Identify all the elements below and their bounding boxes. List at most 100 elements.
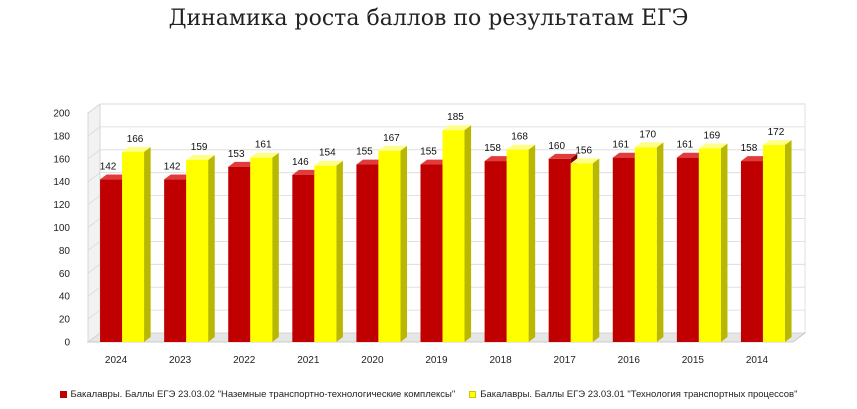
bar-series-2-side [464, 125, 472, 342]
bar-series-1-top [612, 152, 642, 158]
bar-series-1 [548, 158, 571, 342]
bars-layer [100, 125, 792, 342]
data-label-series-2: 168 [511, 132, 528, 143]
x-tick-label: 2018 [489, 355, 512, 366]
y-tick-label: 160 [53, 154, 70, 165]
y-tick-label: 180 [53, 131, 70, 142]
bar-series-2-top [634, 142, 664, 148]
bar-series-2 [442, 130, 465, 342]
data-label-series-2: 169 [704, 130, 721, 141]
bar-series-1-top [228, 161, 257, 167]
data-label-series-2: 167 [383, 133, 400, 144]
legend-swatch-series-2 [469, 391, 477, 398]
bar-series-2 [570, 163, 593, 342]
data-labels: 142 166 142 159 153 161 146 154 155 167 155 185 158 1… [100, 112, 785, 172]
bar-series-2 [250, 157, 273, 342]
x-tick-label: 2021 [297, 355, 320, 366]
legend-swatch-series-1 [59, 391, 67, 398]
bar-series-2 [122, 151, 145, 342]
bar-series-2-top [570, 158, 600, 164]
data-label-series-2: 166 [127, 134, 144, 145]
data-label-series-1: 161 [612, 140, 629, 151]
data-label-series-1: 160 [548, 141, 565, 152]
data-label-series-1: 142 [100, 161, 117, 172]
bar-series-2-side [784, 140, 792, 342]
bar-series-1 [164, 179, 187, 342]
bar-series-2-side [592, 158, 600, 342]
y-tick-label: 100 [53, 223, 70, 234]
gridline [87, 103, 805, 114]
bar-series-2-top [122, 146, 151, 152]
bar-series-1 [100, 179, 123, 342]
bar-series-2-top [506, 144, 536, 150]
data-label-series-1: 158 [741, 143, 758, 154]
gridline [87, 149, 805, 160]
bar-series-1 [740, 161, 763, 342]
y-tick-label: 20 [59, 315, 71, 326]
bar-series-1-top [548, 153, 578, 159]
bar-series-2-side [144, 146, 151, 342]
y-tick-label: 200 [53, 109, 70, 120]
y-tick-label: 40 [59, 292, 71, 303]
bar-series-2-side [528, 144, 536, 342]
y-axis: 0 20 40 60 80 100 120 140 160 180 200 [53, 109, 70, 349]
data-label-series-1: 153 [228, 149, 245, 160]
bar-series-1-top [484, 156, 514, 162]
bar-series-2 [506, 149, 529, 342]
bar-series-1 [676, 157, 699, 342]
y-tick-label: 0 [64, 338, 70, 349]
data-label-series-2: 154 [319, 148, 336, 159]
bar-series-2 [762, 145, 785, 342]
bar-series-2 [314, 165, 337, 342]
gridline [87, 126, 805, 137]
bar-series-1 [484, 161, 507, 342]
bar-series-1-top [100, 174, 129, 180]
data-label-series-1: 155 [356, 147, 373, 158]
data-label-series-2: 170 [639, 129, 656, 140]
legend-item-series-1: Бакалавры. Баллы ЕГЭ 23.03.02 "Наземные … [59, 389, 456, 400]
legend-label-series-1: Бакалавры. Баллы ЕГЭ 23.03.02 "Наземные … [70, 389, 456, 400]
bar-series-1 [228, 166, 251, 342]
bar-series-2-top [314, 160, 343, 166]
x-tick-label: 2015 [682, 355, 705, 366]
x-tick-label: 2017 [554, 355, 577, 366]
data-label-series-2: 159 [191, 142, 208, 153]
bar-series-1-top [740, 156, 770, 162]
bar-series-2-side [272, 152, 279, 342]
bar-chart: 0 20 40 60 80 100 120 140 160 180 200 142 166 142 159… [53, 103, 807, 366]
x-tick-label: 2020 [361, 355, 384, 366]
bar-series-1-top [676, 152, 706, 158]
legend-label-series-2: Бакалавры. Баллы ЕГЭ 23.03.01 "Технологи… [480, 389, 798, 400]
bar-series-2 [634, 147, 657, 342]
bar-series-2-side [720, 143, 728, 342]
bar-series-2 [378, 150, 401, 342]
data-label-series-1: 161 [677, 140, 694, 151]
x-tick-label: 2024 [105, 355, 128, 366]
bar-series-2-side [336, 160, 343, 342]
legend: Бакалавры. Баллы ЕГЭ 23.03.02 "Наземные … [0, 389, 857, 400]
chart-title: Динамика роста баллов по результатам ЕГЭ [168, 6, 689, 31]
bar-series-2 [698, 148, 721, 342]
bar-series-1 [292, 174, 315, 342]
data-label-series-1: 146 [292, 157, 309, 168]
data-label-series-2: 156 [575, 145, 592, 156]
legend-item-series-2: Бакалавры. Баллы ЕГЭ 23.03.01 "Технологи… [469, 389, 797, 400]
x-tick-label: 2019 [425, 355, 448, 366]
bar-series-2-top [698, 143, 728, 149]
x-axis: 2024 2023 2022 2021 2020 2019 2018 2017 2016 2015… [105, 355, 769, 366]
data-label-series-2: 172 [768, 127, 785, 138]
bar-series-2-top [442, 125, 472, 131]
data-label-series-2: 185 [447, 112, 464, 123]
bar-series-1 [612, 157, 635, 342]
bar-series-2-top [186, 154, 215, 160]
bar-series-1 [356, 164, 379, 342]
y-tick-label: 80 [59, 246, 71, 257]
x-tick-label: 2022 [233, 355, 256, 366]
bar-series-2-side [656, 142, 664, 342]
data-label-series-1: 158 [484, 143, 501, 154]
bar-series-1-top [292, 169, 321, 175]
x-tick-label: 2023 [169, 355, 192, 366]
bar-series-1 [420, 164, 443, 342]
y-tick-label: 120 [53, 200, 70, 211]
y-tick-label: 140 [53, 177, 70, 188]
